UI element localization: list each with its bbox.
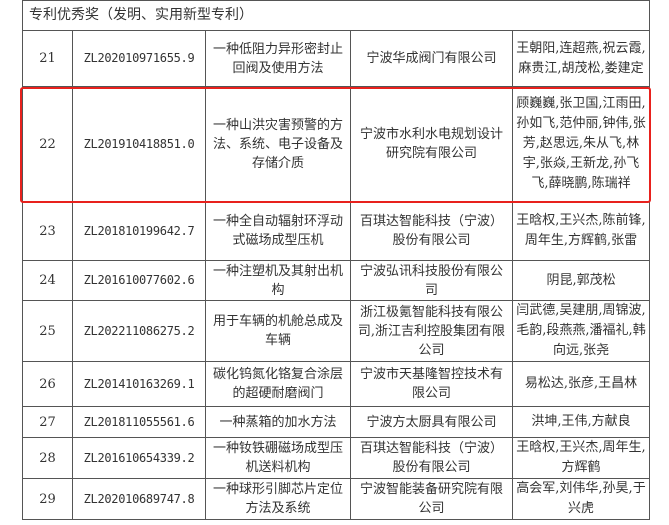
section-title: 专利优秀奖（发明、实用新型专利）	[21, 0, 651, 31]
row-number: 22	[22, 86, 73, 202]
table-row: 25 ZL202211086275.2 用于车辆的机舱总成及车辆 浙江极氪智能科技有限…	[22, 300, 651, 362]
inventor-names: 高会军,刘伟华,孙昊,于兴虎	[511, 478, 651, 520]
inventor-names: 阴昆,郭茂松	[511, 260, 651, 301]
table-row: 22 ZL201910418851.0 一种山洪灾害预警的方法、系统、电子设备及存储…	[22, 86, 651, 202]
patent-title: 一种蒸箱的加水方法	[205, 406, 351, 438]
inventor-names: 易松达,张彦,王昌林	[511, 361, 651, 407]
table-row: 21 ZL202010971655.9 一种低阻力异形密封止回阀及使用方法 宁波华成阀…	[22, 30, 651, 87]
patent-title: 用于车辆的机舱总成及车辆	[205, 300, 351, 362]
table-row: 27 ZL201811055561.6 一种蒸箱的加水方法 宁波方太厨具有限公司 洪坤,…	[22, 406, 651, 438]
row-number: 24	[22, 260, 73, 301]
table-row: 29 ZL202010689747.8 一种球形引脚芯片定位方法及系统 宁波智能装备研…	[22, 478, 651, 520]
row-number: 25	[22, 300, 73, 362]
patent-id: ZL201810199642.7	[72, 201, 206, 261]
row-number: 29	[22, 478, 73, 520]
patent-title: 碳化钨氮化铬复合涂层的超硬耐磨阀门	[205, 361, 351, 407]
inventor-names: 王晗权,王兴杰,周年生,方辉鹤	[511, 437, 651, 479]
table-row: 24 ZL201610077602.6 一种注塑机及其射出机构 宁波弘讯科技股份有限公…	[22, 260, 651, 301]
row-number: 26	[22, 361, 73, 407]
company-name: 宁波方太厨具有限公司	[350, 406, 513, 438]
patent-id: ZL201811055561.6	[72, 406, 206, 438]
inventor-names: 王朝阳,连超燕,祝云霞,麻贵江,胡茂松,娄建定	[511, 30, 651, 87]
table-row: 23 ZL201810199642.7 一种全自动辐射环浮动式磁场成型压机 百琪达智能…	[22, 201, 651, 261]
inventor-names: 闫武德,吴建朋,周锦波,毛韵,段燕燕,潘福礼,韩向远,张尧	[511, 300, 651, 362]
company-name: 宁波华成阀门有限公司	[350, 30, 513, 87]
inventor-names: 洪坤,王伟,方献良	[511, 406, 651, 438]
patent-id: ZL201610654339.2	[72, 437, 206, 479]
patent-id: ZL201410163269.1	[72, 361, 206, 407]
inventor-names: 顾巍巍,张卫国,江雨田,孙如飞,范仲丽,钟伟,张芳,赵思远,朱从飞,林宇,张焱,…	[511, 86, 651, 202]
inventor-names: 王晗权,王兴杰,陈前锋,周年生,方辉鹤,张雷	[511, 201, 651, 261]
company-name: 宁波弘讯科技股份有限公司	[350, 260, 513, 301]
patent-id: ZL202010689747.8	[72, 478, 206, 520]
company-name: 百琪达智能科技（宁波）股份有限公司	[350, 437, 513, 479]
patent-id: ZL201910418851.0	[72, 86, 206, 202]
company-name: 百琪达智能科技（宁波）股份有限公司	[350, 201, 513, 261]
patent-title: 一种球形引脚芯片定位方法及系统	[205, 478, 351, 520]
company-name: 宁波智能装备研究院有限公司	[350, 478, 513, 520]
row-number: 21	[22, 30, 73, 87]
patent-title: 一种全自动辐射环浮动式磁场成型压机	[205, 201, 351, 261]
company-name: 浙江极氪智能科技有限公司,浙江吉利控股集团有限公司	[350, 300, 513, 362]
row-number: 28	[22, 437, 73, 479]
patent-id: ZL202211086275.2	[72, 300, 206, 362]
section-header-row: 专利优秀奖（发明、实用新型专利）	[21, 0, 651, 31]
patent-title: 一种注塑机及其射出机构	[205, 260, 351, 301]
company-name: 宁波市水利水电规划设计研究院有限公司	[350, 86, 513, 202]
patent-title: 一种低阻力异形密封止回阀及使用方法	[205, 30, 351, 87]
company-name: 宁波市天基隆智控技术有限公司	[350, 361, 513, 407]
table-row: 28 ZL201610654339.2 一种钕铁硼磁场成型压机送料机构 百琪达智能科技…	[22, 437, 651, 479]
table-row: 26 ZL201410163269.1 碳化钨氮化铬复合涂层的超硬耐磨阀门 宁波市天基…	[22, 361, 651, 407]
patent-id: ZL202010971655.9	[72, 30, 206, 87]
patent-title: 一种山洪灾害预警的方法、系统、电子设备及存储介质	[205, 86, 351, 202]
row-number: 27	[22, 406, 73, 438]
patent-title: 一种钕铁硼磁场成型压机送料机构	[205, 437, 351, 479]
patent-id: ZL201610077602.6	[72, 260, 206, 301]
patent-award-table: 专利优秀奖（发明、实用新型专利） 21 ZL202010971655.9 一种低阻力…	[21, 0, 651, 520]
row-number: 23	[22, 201, 73, 261]
